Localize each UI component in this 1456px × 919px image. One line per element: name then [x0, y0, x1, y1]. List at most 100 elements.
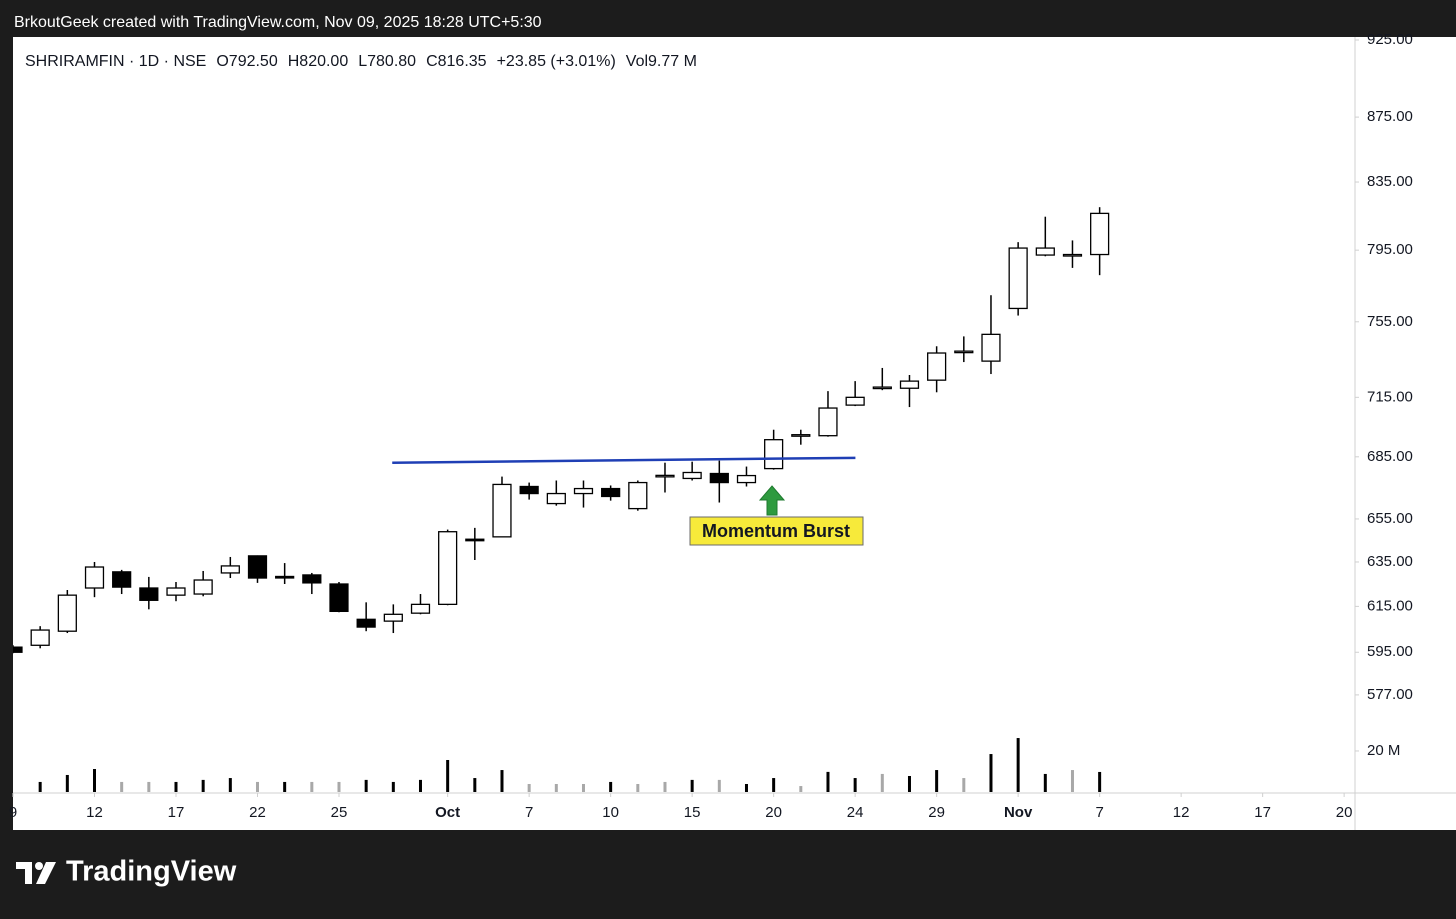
volume-bar — [473, 778, 477, 792]
candle-body — [166, 587, 186, 596]
candle-body — [655, 474, 675, 478]
y-tick-label: 795.00 — [1367, 241, 1413, 258]
candle-body — [247, 555, 268, 579]
candle-body — [546, 492, 566, 505]
brand: TradingView — [66, 856, 237, 888]
candle-body — [193, 579, 213, 595]
candle-body — [84, 566, 105, 589]
y-tick-label: 577.00 — [1367, 686, 1413, 703]
x-tick-label: 7 — [1095, 804, 1103, 821]
x-tick-label: 15 — [684, 804, 701, 821]
x-tick-label: 22 — [249, 804, 266, 821]
candle-body — [329, 583, 349, 613]
volume-bar — [962, 778, 966, 792]
y-tick-label: 755.00 — [1367, 313, 1413, 330]
volume-bar — [935, 770, 939, 792]
x-tick-label: 20 — [1336, 804, 1353, 821]
y-tick-label: 875.00 — [1367, 108, 1413, 125]
legend-item: +23.85 (+3.01%) — [497, 53, 616, 70]
candle-body — [736, 474, 757, 484]
volume-bar — [201, 779, 205, 792]
candle-body — [1062, 253, 1083, 257]
volume-bar — [228, 778, 232, 792]
candle-body — [356, 618, 376, 628]
candle-body — [492, 483, 512, 538]
y-tick-label: 635.00 — [1367, 553, 1413, 570]
candle-body — [628, 481, 648, 510]
volume-bar — [636, 783, 640, 792]
legend-item: O792.50 — [216, 53, 277, 70]
volume-bar — [1098, 771, 1102, 792]
candle-body — [872, 386, 892, 390]
y-tick-label: 615.00 — [1367, 597, 1413, 614]
candle-body — [438, 531, 458, 606]
x-tick-label: 12 — [1173, 804, 1190, 821]
candle-body — [573, 487, 594, 495]
plot-area — [13, 207, 1110, 792]
trend-line — [392, 456, 856, 464]
volume-bar — [880, 773, 884, 792]
legend-item: L780.80 — [358, 53, 416, 70]
candle-body — [791, 434, 811, 437]
volume-bar — [989, 754, 993, 792]
candle-body — [1035, 247, 1055, 256]
x-tick-label: 12 — [86, 804, 103, 821]
tv-logo — [16, 862, 56, 884]
volume-bar — [690, 779, 694, 792]
candle-body — [139, 587, 159, 601]
volume-bar — [663, 781, 667, 792]
candle-body — [981, 333, 1001, 362]
x-tick-label: 17 — [168, 804, 185, 821]
candle-body — [764, 439, 784, 470]
volume-bar — [255, 781, 259, 792]
volume-bar — [826, 771, 830, 792]
candle-body — [818, 407, 838, 437]
volume-bar — [446, 759, 450, 792]
candle-body — [383, 613, 403, 622]
legend-symbol: SHRIRAMFIN · 1D · NSE — [25, 53, 206, 70]
header-title: BrkoutGeek created with TradingView.com,… — [14, 14, 542, 31]
annotation-text: Momentum Burst — [702, 521, 850, 541]
volume-bar — [310, 781, 314, 792]
volume-bar — [1016, 738, 1020, 792]
annotation-box — [689, 516, 864, 546]
volume-bar — [554, 783, 558, 792]
volume-bar — [500, 770, 504, 792]
y-tick-label: 715.00 — [1367, 388, 1413, 405]
candle-body — [682, 471, 702, 480]
candle-body — [519, 485, 539, 495]
x-tick-label: 29 — [928, 804, 945, 821]
volume-bar — [364, 779, 368, 792]
annotation-arrow — [758, 485, 786, 516]
candle-body — [954, 350, 974, 354]
candle-body — [1090, 212, 1110, 256]
y-tick-label: 835.00 — [1367, 173, 1413, 190]
y-tick-label: 685.00 — [1367, 448, 1413, 465]
candle-body — [220, 565, 240, 574]
x-tick-label: 24 — [847, 804, 864, 821]
volume-bar — [772, 778, 776, 792]
x-tick-label: 10 — [602, 804, 619, 821]
volume-bar — [527, 783, 531, 792]
candle-body — [927, 352, 947, 381]
y-tick-label: 595.00 — [1367, 643, 1413, 660]
volume-bar — [283, 781, 287, 792]
candle-body — [112, 571, 132, 588]
volume-bar — [174, 781, 178, 792]
volume-bar — [717, 779, 721, 792]
x-tick-label: Nov — [1004, 804, 1033, 821]
legend: SHRIRAMFIN · 1D · NSE O792.50 H820.00 L780.… — [25, 53, 697, 70]
volume-bar — [853, 778, 857, 792]
candle-body — [30, 629, 50, 646]
volume-bar — [391, 781, 395, 792]
legend-item: C816.35 — [426, 53, 487, 70]
chart-panel — [13, 37, 1456, 830]
volume-bar — [609, 781, 613, 792]
x-tick-label: 20 — [765, 804, 782, 821]
legend-item: Vol9.77 M — [626, 53, 697, 70]
volume-bar — [38, 781, 42, 792]
volume-bar — [1043, 773, 1047, 792]
volume-bar — [799, 786, 803, 792]
volume-bar — [418, 779, 422, 792]
